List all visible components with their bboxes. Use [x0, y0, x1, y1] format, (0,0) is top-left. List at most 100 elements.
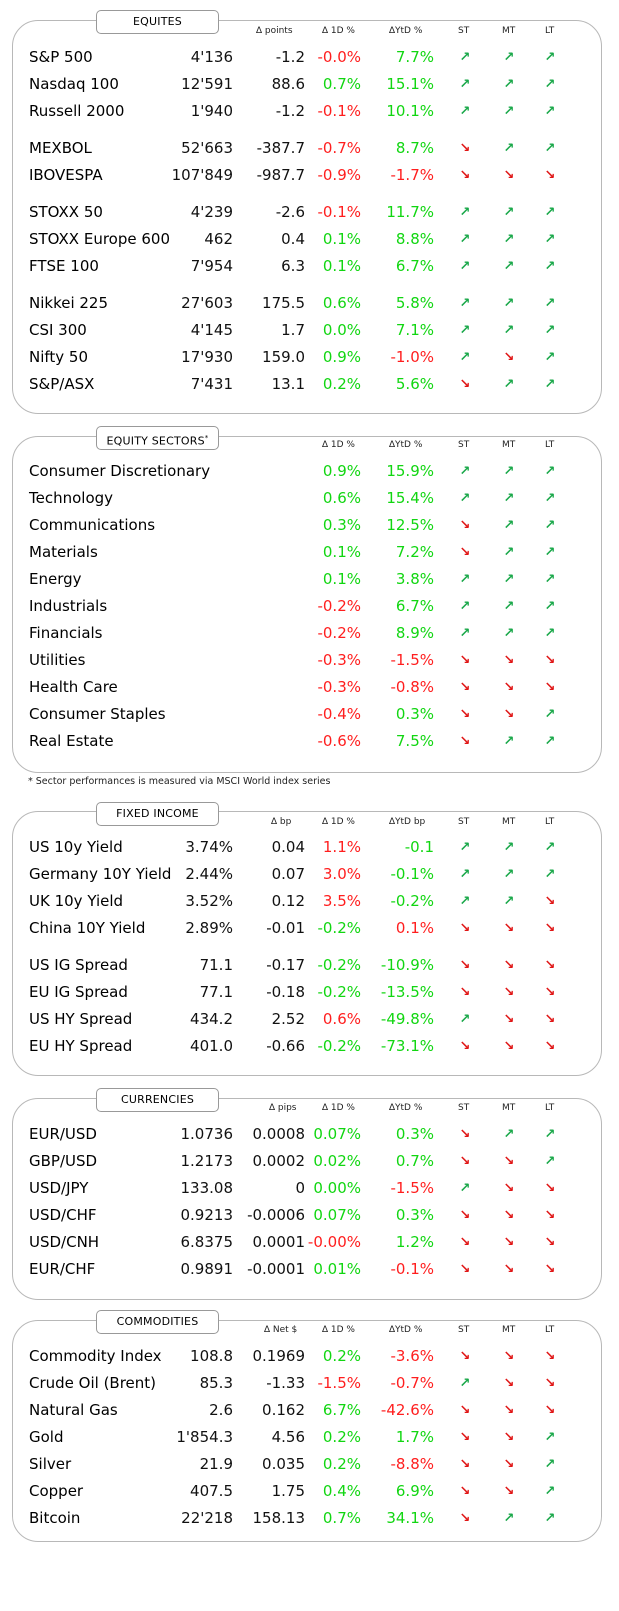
row-ytd: 10.1%: [386, 102, 434, 120]
row-change: -1.2: [275, 48, 305, 66]
row-1d-pct: 0.6%: [322, 1010, 361, 1028]
row-1d-pct: -0.4%: [317, 705, 361, 723]
row-1d-pct: 0.1%: [322, 570, 361, 588]
column-header: ∆ 1D %: [322, 440, 355, 450]
row-name: Utilities: [29, 651, 86, 669]
table-row: Health Care -0.3% -0.8% ↘ ↘ ↘: [0, 674, 619, 701]
row-ytd: 0.3%: [395, 1206, 434, 1224]
row-name: Bitcoin: [29, 1509, 81, 1527]
row-ytd: -1.0%: [390, 348, 434, 366]
row-level: 434.2: [190, 1010, 233, 1028]
arrow-up-icon: ↗: [503, 232, 515, 247]
column-header: LT: [545, 26, 555, 36]
row-name: US IG Spread: [29, 956, 128, 974]
arrow-up-icon: ↗: [459, 77, 471, 92]
arrow-down-icon: ↘: [459, 168, 471, 183]
column-header: ∆ pips: [269, 1103, 297, 1113]
arrow-up-icon: ↗: [459, 1181, 471, 1196]
row-ytd: -0.1%: [390, 1260, 434, 1278]
row-1d-pct: 0.07%: [313, 1206, 361, 1224]
table-row: Energy 0.1% 3.8% ↗ ↗ ↗: [0, 566, 619, 593]
row-level: 462: [204, 230, 233, 248]
arrow-down-icon: ↘: [459, 1511, 471, 1526]
row-level: 21.9: [199, 1455, 233, 1473]
row-1d-pct: 3.5%: [322, 892, 361, 910]
arrow-up-icon: ↗: [459, 296, 471, 311]
arrow-down-icon: ↘: [544, 1235, 556, 1250]
arrow-down-icon: ↘: [459, 921, 471, 936]
table-row: Crude Oil (Brent) 85.3 -1.33 -1.5% -0.7% ↗ ↘ ↘: [0, 1370, 619, 1397]
column-header: ∆ points: [256, 26, 293, 36]
row-name: EU HY Spread: [29, 1037, 133, 1055]
row-1d-pct: -0.2%: [317, 956, 361, 974]
row-level: 3.74%: [185, 838, 233, 856]
column-header: ∆ 1D %: [322, 1103, 355, 1113]
arrow-down-icon: ↘: [459, 653, 471, 668]
row-ytd: -3.6%: [390, 1347, 434, 1365]
row-ytd: -8.8%: [390, 1455, 434, 1473]
row-ytd: -0.7%: [390, 1374, 434, 1392]
row-1d-pct: 0.2%: [322, 375, 361, 393]
arrow-down-icon: ↘: [544, 958, 556, 973]
row-1d-pct: -0.2%: [317, 624, 361, 642]
row-change: -1.2: [275, 102, 305, 120]
row-ytd: -13.5%: [380, 983, 434, 1001]
arrow-up-icon: ↗: [503, 205, 515, 220]
arrow-up-icon: ↗: [459, 626, 471, 641]
table-row: S&P/ASX 7'431 13.1 0.2% 5.6% ↘ ↗ ↗: [0, 371, 619, 398]
row-name: EUR/CHF: [29, 1260, 96, 1278]
row-name: EU IG Spread: [29, 983, 128, 1001]
arrow-down-icon: ↘: [459, 680, 471, 695]
row-1d-pct: 0.1%: [322, 230, 361, 248]
row-1d-pct: -1.5%: [317, 1374, 361, 1392]
table-row: S&P 500 4'136 -1.2 -0.0% 7.7% ↗ ↗ ↗: [0, 44, 619, 71]
arrow-down-icon: ↘: [503, 1430, 515, 1445]
arrow-up-icon: ↗: [503, 323, 515, 338]
arrow-down-icon: ↘: [544, 1208, 556, 1223]
row-ytd: 11.7%: [386, 203, 434, 221]
arrow-up-icon: ↗: [459, 572, 471, 587]
row-name: Energy: [29, 570, 82, 588]
row-1d-pct: -0.2%: [317, 597, 361, 615]
row-level: 22'218: [181, 1509, 233, 1527]
arrow-up-icon: ↗: [544, 734, 556, 749]
row-ytd: 0.3%: [395, 1125, 434, 1143]
row-ytd: -1.7%: [390, 166, 434, 184]
row-level: 1'854.3: [176, 1428, 233, 1446]
row-ytd: -0.8%: [390, 678, 434, 696]
row-change: 159.0: [262, 348, 305, 366]
arrow-up-icon: ↗: [544, 259, 556, 274]
arrow-up-icon: ↗: [544, 205, 556, 220]
column-header: ∆YtD %: [389, 26, 423, 36]
row-change: 0.0001: [252, 1233, 306, 1251]
arrow-up-icon: ↗: [503, 518, 515, 533]
row-1d-pct: -0.3%: [317, 651, 361, 669]
row-1d-pct: -0.00%: [307, 1233, 361, 1251]
table-row: USD/CNH 6.8375 0.0001 -0.00% 1.2% ↘ ↘ ↘: [0, 1229, 619, 1256]
row-change: 0.035: [262, 1455, 305, 1473]
arrow-up-icon: ↗: [503, 464, 515, 479]
row-change: 158.13: [252, 1509, 306, 1527]
table-row: Gold 1'854.3 4.56 0.2% 1.7% ↘ ↘ ↗: [0, 1424, 619, 1451]
column-header: MT: [502, 817, 516, 827]
row-1d-pct: 0.4%: [322, 1482, 361, 1500]
row-level: 7'954: [190, 257, 233, 275]
row-1d-pct: 3.0%: [322, 865, 361, 883]
arrow-up-icon: ↗: [503, 572, 515, 587]
row-name: US 10y Yield: [29, 838, 123, 856]
row-ytd: 7.5%: [395, 732, 434, 750]
arrow-up-icon: ↗: [544, 1484, 556, 1499]
arrow-down-icon: ↘: [544, 653, 556, 668]
arrow-down-icon: ↘: [544, 985, 556, 1000]
arrow-up-icon: ↗: [544, 491, 556, 506]
row-ytd: 7.7%: [395, 48, 434, 66]
row-name: Consumer Discretionary: [29, 462, 211, 480]
arrow-up-icon: ↗: [544, 50, 556, 65]
row-name: China 10Y Yield: [29, 919, 146, 937]
table-row: China 10Y Yield 2.89% -0.01 -0.2% 0.1% ↘ ↘ ↘: [0, 915, 619, 942]
table-row: Nikkei 225 27'603 175.5 0.6% 5.8% ↗ ↗ ↗: [0, 290, 619, 317]
arrow-up-icon: ↗: [503, 377, 515, 392]
row-1d-pct: -0.1%: [317, 102, 361, 120]
row-level: 133.08: [180, 1179, 234, 1197]
row-ytd: -10.9%: [380, 956, 434, 974]
